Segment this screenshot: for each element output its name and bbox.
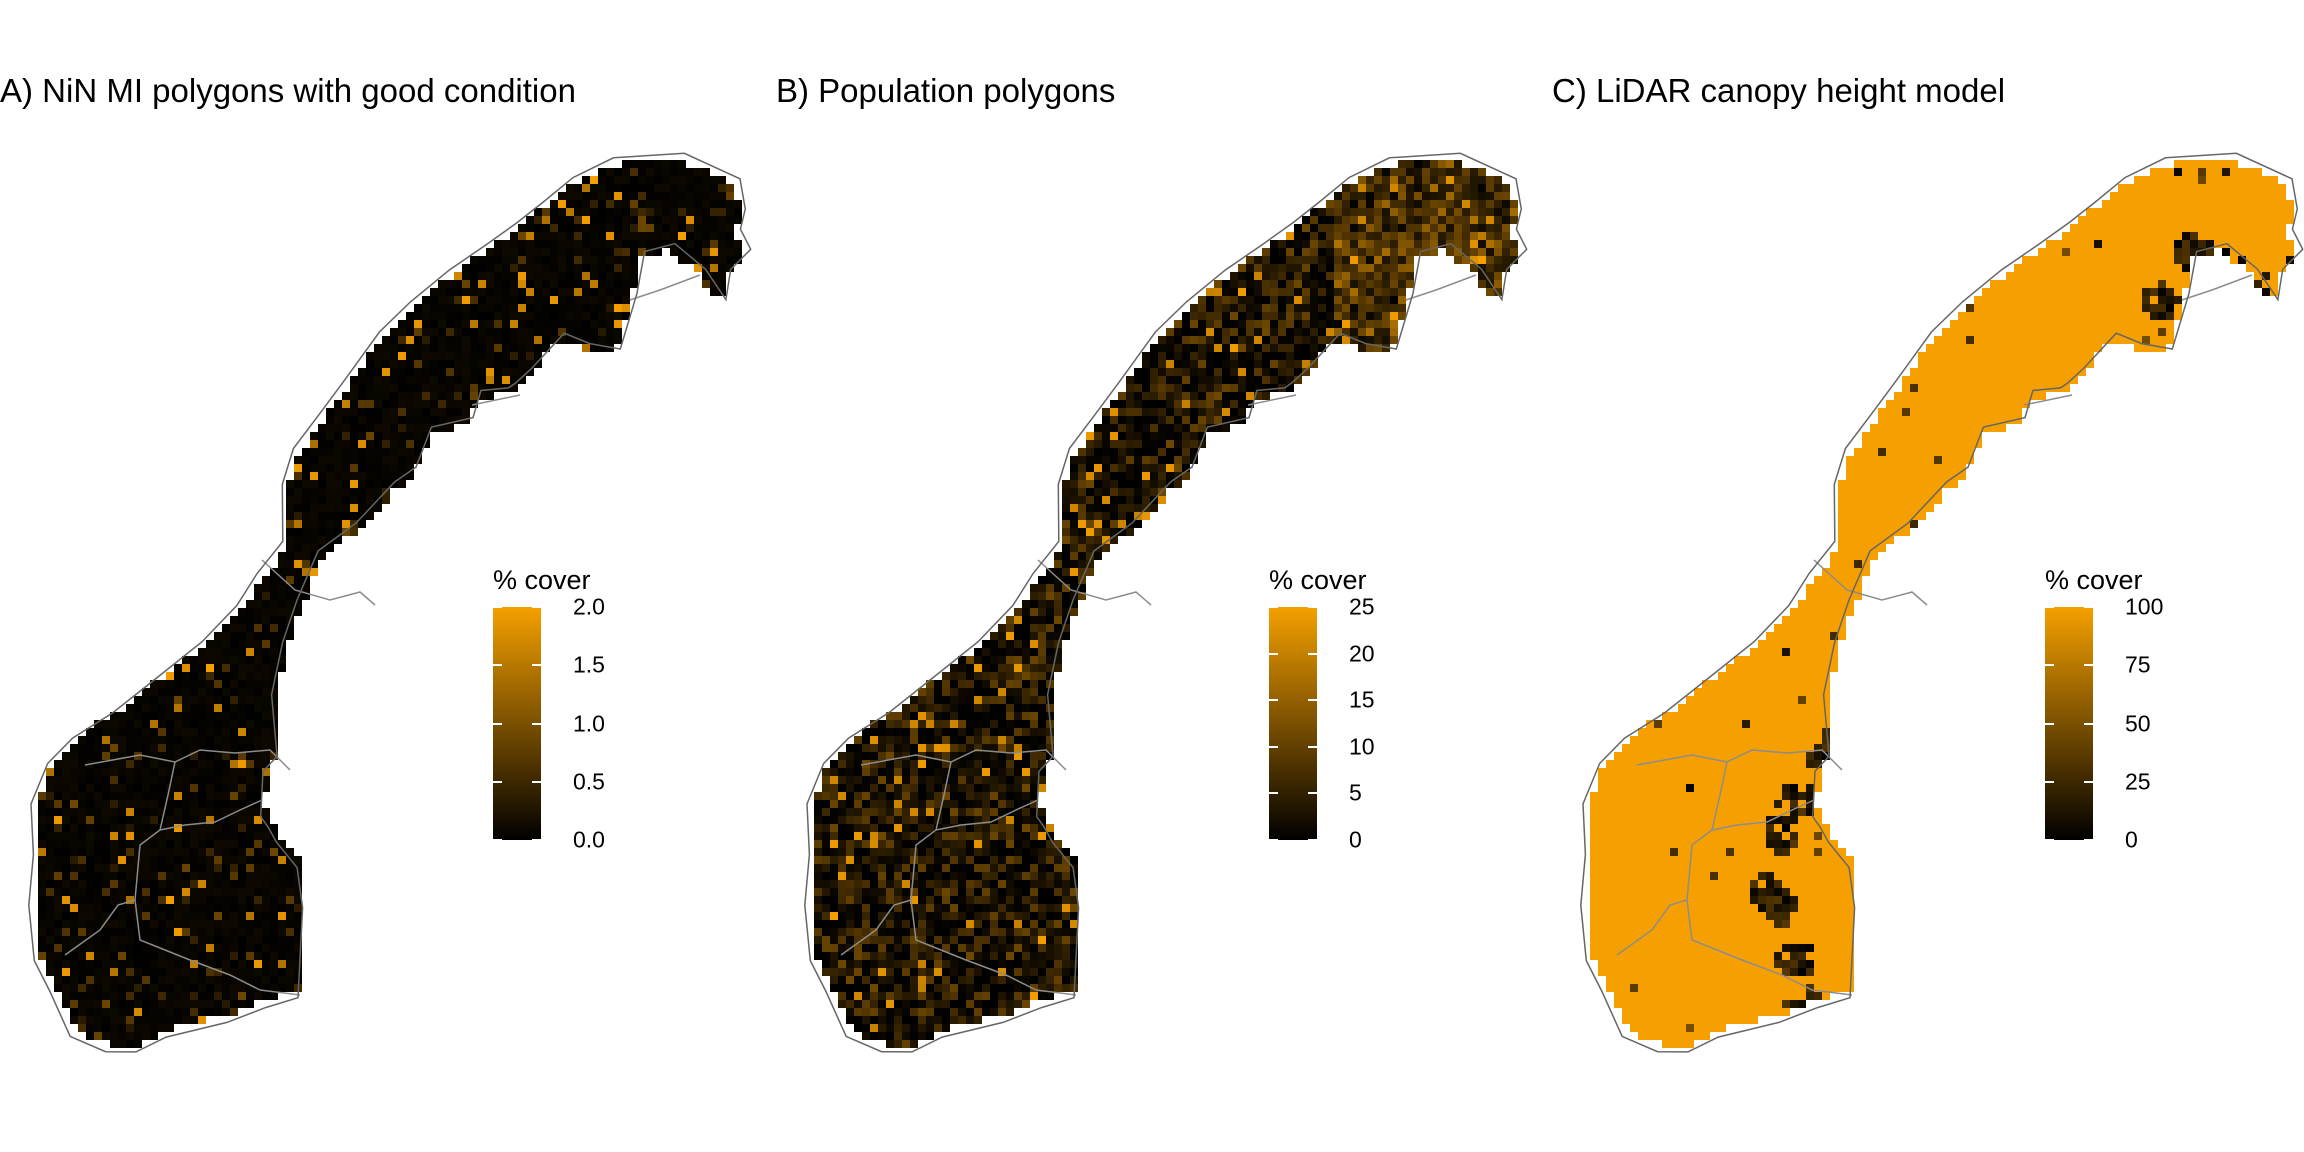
region-border [471,394,521,406]
region-border [64,899,136,956]
legend-tick [1308,839,1317,841]
region-border [134,761,261,991]
norway-map [1580,152,2304,1053]
raster-cells [1590,160,2294,1048]
legend-tick [2045,839,2054,841]
legend-tick [493,722,502,725]
legend-title: % cover [2045,565,2143,595]
region-border [1813,559,1928,606]
region-border [2181,274,2253,301]
region-border [1247,394,1297,406]
legend-tick-label: 25 [2125,768,2151,795]
legend-tick-label: 25 [1349,593,1375,620]
legend-tick [532,606,541,608]
legend-tick-label: 75 [2125,651,2151,678]
legend-tick [1269,606,1278,608]
region-border [1037,559,1152,606]
legend-tick [532,780,541,783]
legend-tick-label: 0 [1349,826,1362,853]
legend-tick [2045,722,2054,725]
region-border [860,749,1067,771]
legend-tick-label: 0.5 [573,768,605,795]
panel-title: A) NiN MI polygons with good condition [0,72,576,109]
region-border [259,989,301,996]
legend-tick-label: 5 [1349,779,1362,806]
legend-tick-label: 100 [2125,593,2164,620]
norway-map [28,152,752,1053]
legend-tick [1269,652,1278,655]
region-border [910,761,1037,991]
region-border [935,799,1039,831]
legend-tick-label: 50 [2125,710,2151,736]
panel-c: C) LiDAR canopy height model % cover 100… [1552,0,2304,1152]
region-border [840,899,912,956]
legend-tick [532,722,541,725]
legend-tick [493,839,502,841]
country-outline [804,152,1528,1053]
legend-tick [1269,699,1278,702]
legend-tick [493,606,502,608]
region-border [629,274,701,301]
region-border [1711,799,1815,831]
legend-tick [1269,792,1278,795]
panel-b: B) Population polygons % cover 25 20 15 10 5… [776,0,1544,1152]
legend-tick [2084,839,2093,841]
legend-tick [532,664,541,667]
legend-tick [2084,606,2093,608]
legend-tick [2084,780,2093,783]
legend-tick-label: 10 [1349,733,1375,760]
region-border [1405,274,1477,301]
legend-tick [1269,745,1278,748]
legend-tick-label: 15 [1349,686,1375,713]
region-border [84,749,291,771]
legend-tick [1308,652,1317,655]
legend-tick-label: 0.0 [573,826,605,853]
legend-tick-label: 1.5 [573,651,605,678]
legend-tick [1308,699,1317,702]
legend-tick [2045,664,2054,667]
legend-tick [2045,606,2054,608]
legend-tick [2045,780,2054,783]
norway-map [804,152,1528,1053]
region-border [1636,749,1843,771]
region-border [2023,394,2073,406]
legend-tick [1308,745,1317,748]
panel-title: B) Population polygons [776,72,1116,109]
legend-tick [493,780,502,783]
legend-tick-label: 2.0 [573,593,605,620]
country-outline [28,152,752,1053]
region-border [261,559,376,606]
legend-tick [2084,722,2093,725]
legend-tick [2084,664,2093,667]
legend-tick-label: 0 [2125,826,2138,853]
region-border [1035,989,1077,996]
region-border [1811,989,1853,996]
legend-tick [1269,839,1278,841]
legend-tick [493,664,502,667]
raster-cells [38,160,742,1048]
legend-tick [1308,606,1317,608]
legend-tick [1308,792,1317,795]
region-border [1686,761,1813,991]
color-bar [1269,607,1317,840]
panel-title: C) LiDAR canopy height model [1552,72,2006,109]
region-border [1616,899,1688,956]
legend-title: % cover [493,565,591,595]
legend-tick-label: 1.0 [573,710,605,736]
legend-title: % cover [1269,565,1367,595]
raster-cells [814,160,1518,1048]
legend-tick [532,839,541,841]
legend-tick-label: 20 [1349,640,1375,667]
panel-a: A) NiN MI polygons with good condition %… [0,0,768,1152]
region-border [159,799,263,831]
country-outline [1580,152,2304,1053]
